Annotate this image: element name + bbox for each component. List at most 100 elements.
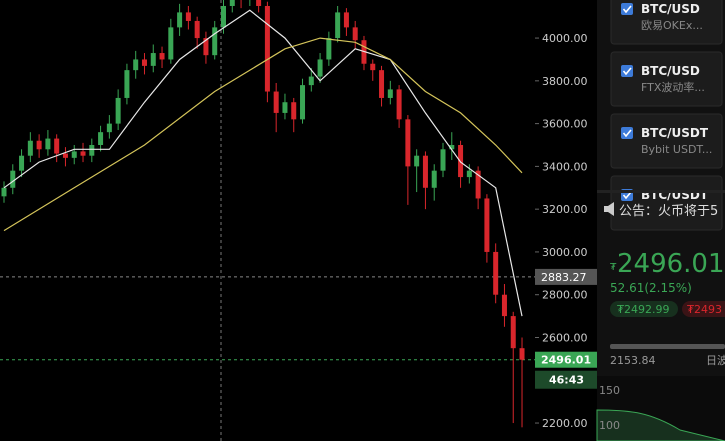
y-tick-label: 2200.00 [542, 417, 588, 430]
candle-body [291, 102, 297, 120]
candle-body [212, 27, 218, 56]
candle-body [335, 12, 341, 39]
candle-body [466, 170, 472, 178]
candle-body [27, 140, 33, 156]
price-change: 52.61(2.15%) [610, 281, 692, 295]
candle-body [124, 70, 130, 98]
countdown-box [535, 370, 597, 389]
y-tick-label: 3600.00 [542, 118, 588, 131]
candle-body [203, 38, 209, 56]
checkbox[interactable] [621, 65, 633, 77]
candle-body [484, 198, 490, 252]
exchange: Bybit USDT... [641, 143, 712, 156]
watchlist-item[interactable]: BTC/USD 欧易OKEx... [610, 0, 723, 45]
candle-body [185, 12, 191, 21]
candle-body [510, 316, 516, 349]
last-price-box [535, 351, 597, 368]
bid-pill [610, 301, 678, 317]
candle-body [256, 0, 262, 6]
y-tick-label: 3000.00 [542, 246, 588, 259]
item-card[interactable] [610, 0, 723, 45]
ask: ₮2493 [687, 303, 722, 316]
candle-body [80, 151, 86, 156]
candle-body [36, 140, 42, 150]
candle-body [150, 53, 156, 66]
candle-body [62, 153, 68, 158]
candle-body [493, 251, 499, 295]
candle-body [45, 138, 51, 150]
y-tick-label: 2800.00 [542, 289, 588, 302]
candle-body [159, 53, 165, 60]
y-tick-label: 3800.00 [542, 75, 588, 88]
divider [597, 190, 725, 193]
candle-body [133, 59, 139, 71]
symbol: BTC/USD [641, 64, 700, 78]
candle-body [308, 76, 314, 86]
item-card[interactable] [610, 51, 723, 107]
y-tick-label: 2600.00 [542, 331, 588, 344]
candle-body [501, 294, 507, 317]
checkbox[interactable] [621, 127, 633, 139]
candle-body [282, 102, 288, 113]
candle-body [71, 151, 77, 158]
candle-body [177, 12, 183, 28]
countdown: 46:43 [549, 374, 584, 387]
exchange: FTX波动率... [641, 80, 705, 94]
moving-average [3, 37, 523, 232]
candle-body [519, 348, 525, 360]
reference-label-box [535, 268, 597, 285]
candle-body [229, 0, 235, 6]
depth-area [596, 409, 725, 441]
moving-average [3, 9, 523, 317]
announcement[interactable]: 公告：火币将于5 [619, 204, 718, 219]
currency: ₮ [610, 262, 617, 273]
symbol: BTC/USD [641, 2, 700, 16]
candle-body [379, 70, 385, 98]
range-bar [610, 344, 725, 349]
watchlist-item[interactable]: BTC/USD FTX波动率... [610, 51, 723, 107]
range-label: 日波 [706, 354, 725, 367]
candle-body [449, 145, 455, 150]
depth-tick: 150 [599, 384, 620, 397]
checkbox[interactable] [621, 3, 633, 15]
watchlist-item[interactable]: BTC/USDT Bybit USDT... [610, 113, 723, 169]
candle-body [54, 138, 60, 154]
candle-body [273, 91, 279, 113]
y-tick-label: 3200.00 [542, 203, 588, 216]
watchlist-item[interactable]: BTC/USDT [610, 175, 723, 231]
depth-tick: 100 [599, 419, 620, 432]
checkmark [622, 67, 632, 76]
ask-pill [682, 301, 725, 317]
checkmark [622, 129, 632, 138]
checkmark [622, 191, 632, 200]
candle-body [405, 119, 411, 167]
candle-body [414, 155, 420, 167]
symbol: BTC/USDT [641, 126, 709, 140]
candle-body [106, 123, 112, 133]
plot-area [0, 0, 535, 441]
y-tick-label: 4000.00 [542, 32, 588, 45]
announcement-icon [604, 202, 614, 216]
candle-body [431, 170, 437, 188]
item-card[interactable] [610, 113, 723, 169]
candle-body [221, 5, 226, 28]
candle-body [475, 170, 481, 199]
bid: ₮2492.99 [617, 303, 670, 316]
candle-body [10, 170, 16, 188]
candle-body [317, 59, 323, 77]
last-price-label: 2496.01 [541, 354, 591, 367]
candle-body [1, 187, 7, 197]
candle-body [168, 27, 174, 60]
reference-label: 2883.27 [541, 271, 587, 284]
y-tick-label: 3400.00 [542, 160, 588, 173]
candle-body [370, 63, 376, 71]
candle-body [141, 59, 147, 66]
candle-body [89, 145, 95, 156]
exchange: 欧易OKEx... [641, 19, 703, 32]
item-card[interactable] [610, 175, 723, 231]
candle-body [19, 155, 25, 171]
candle-body [194, 20, 200, 39]
last-price: 2496.01 [617, 249, 725, 279]
